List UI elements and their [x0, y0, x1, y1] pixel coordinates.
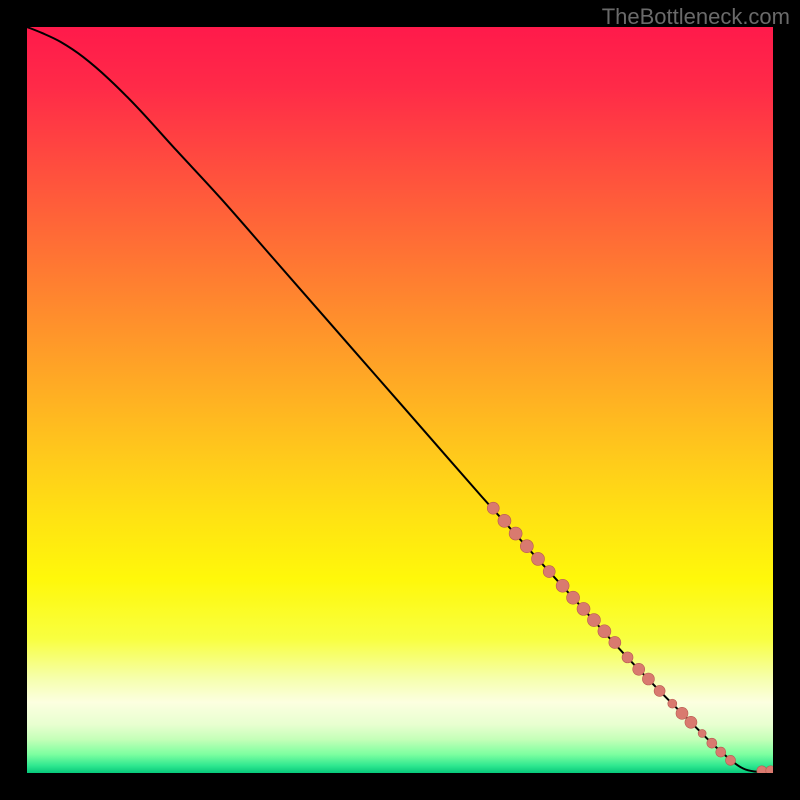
data-marker [633, 663, 645, 675]
data-marker [654, 685, 665, 696]
data-marker [642, 673, 654, 685]
plot-area [27, 27, 773, 773]
data-marker [567, 591, 580, 604]
data-marker [707, 738, 717, 748]
data-marker [598, 625, 611, 638]
chart-stage: TheBottleneck.com [0, 0, 800, 800]
data-marker [587, 614, 600, 627]
data-marker [509, 527, 522, 540]
watermark-text: TheBottleneck.com [602, 4, 790, 30]
data-marker [520, 540, 533, 553]
plot-svg [27, 27, 773, 773]
data-marker [498, 514, 511, 527]
data-marker [716, 747, 726, 757]
data-marker [685, 716, 697, 728]
data-marker [676, 707, 688, 719]
data-marker [668, 699, 677, 708]
data-marker [698, 729, 706, 737]
data-marker [556, 579, 569, 592]
data-marker [543, 566, 555, 578]
data-marker [622, 652, 633, 663]
data-marker [487, 502, 499, 514]
gradient-background [27, 27, 773, 773]
data-marker [609, 636, 621, 648]
data-marker [757, 766, 767, 773]
data-marker [532, 552, 545, 565]
data-marker [725, 755, 735, 765]
data-marker [577, 602, 590, 615]
